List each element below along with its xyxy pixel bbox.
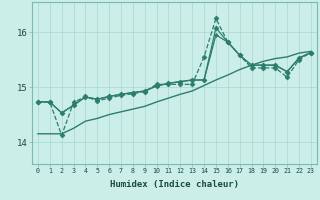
X-axis label: Humidex (Indice chaleur): Humidex (Indice chaleur) (110, 180, 239, 189)
